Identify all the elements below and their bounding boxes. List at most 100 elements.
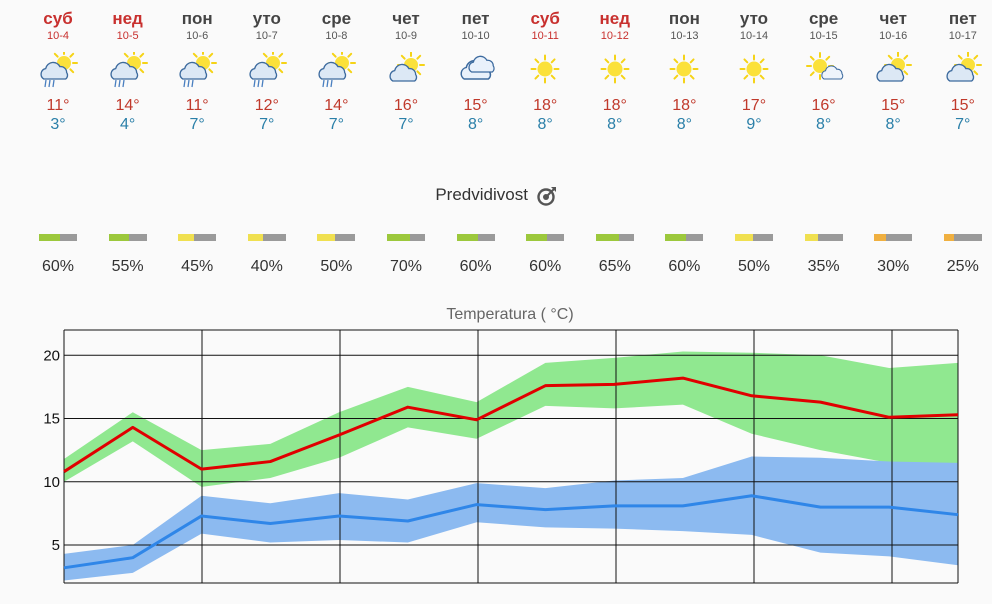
- partly-cloudy-rain-icon: [316, 49, 357, 88]
- predictability-value: 65%: [598, 258, 631, 275]
- day-column: нед 10-5 14° 4°: [93, 8, 163, 134]
- day-name: чет: [879, 9, 907, 28]
- min-temp: 4°: [119, 116, 136, 133]
- min-temp: 9°: [746, 116, 762, 133]
- max-temp: 11°: [46, 97, 70, 114]
- min-temp: 7°: [189, 116, 205, 133]
- predictability-bar: [874, 234, 913, 241]
- y-tick-label: 20: [43, 347, 60, 364]
- day-name: нед: [599, 9, 631, 28]
- day-date: 10-16: [879, 30, 908, 42]
- max-temp: 16°: [811, 97, 836, 114]
- day-column: чет 10-9 16° 7°: [371, 8, 441, 134]
- day-date: 10-11: [531, 30, 559, 42]
- series-line: [63, 376, 959, 473]
- predictability-bar: [108, 234, 147, 241]
- predictability-value: 55%: [111, 258, 144, 275]
- predictability-value: 60%: [459, 258, 492, 275]
- max-temp: 15°: [881, 97, 906, 114]
- min-temp: 8°: [885, 116, 901, 133]
- sun-icon: [595, 52, 635, 88]
- day-name: уто: [739, 9, 769, 28]
- day-name: уто: [252, 9, 281, 28]
- day-column: сре 10-15 16° 8°: [789, 8, 859, 134]
- max-temp: 17°: [741, 97, 767, 114]
- predictability-title: Predvidivost: [0, 185, 992, 206]
- max-temp: 18°: [602, 97, 627, 114]
- partly-cloudy-icon: [943, 51, 983, 88]
- y-tick-label: 15: [43, 411, 60, 428]
- min-temp: 3°: [50, 116, 66, 133]
- day-date: 10-13: [670, 30, 699, 42]
- min-temp: 7°: [955, 116, 971, 133]
- day-name: сре: [808, 9, 839, 28]
- max-temp: 12°: [254, 97, 279, 114]
- day-date: 10-17: [948, 30, 977, 42]
- sun-icon: [664, 52, 704, 88]
- day-name: сре: [321, 9, 352, 28]
- max-temp: 14°: [324, 97, 349, 114]
- max-temp: 16°: [393, 97, 419, 114]
- day-name: пон: [181, 9, 213, 28]
- max-temp: 18°: [672, 97, 697, 114]
- day-column: пет 10-10 15° 8°: [441, 8, 511, 134]
- min-temp: 8°: [607, 116, 623, 133]
- predictability-label: Predvidivost: [435, 185, 528, 204]
- predictability-value: 45%: [181, 258, 214, 275]
- min-temp: 8°: [467, 116, 484, 133]
- day-name: суб: [530, 9, 560, 28]
- predictability-value: 70%: [389, 258, 423, 275]
- day-date: 10-10: [461, 30, 490, 42]
- day-date: 10-9: [394, 30, 418, 42]
- predictability-value: 50%: [320, 258, 353, 275]
- sun-icon: [525, 52, 565, 88]
- predictability-bar: [39, 234, 77, 241]
- day-column: сре 10-8 14° 7°: [301, 8, 371, 134]
- predictability-value: 25%: [946, 258, 979, 275]
- range-band: [64, 351, 958, 487]
- partly-cloudy-icon: [386, 51, 426, 88]
- predictability-bar: [247, 234, 286, 241]
- predictability-bar: [943, 234, 982, 241]
- day-column: суб 10-4 11° 3°: [23, 8, 93, 134]
- day-date: 10-15: [809, 30, 838, 42]
- max-temp: 11°: [185, 97, 209, 114]
- day-date: 10-6: [186, 30, 209, 42]
- predictability-value: 30%: [877, 258, 910, 275]
- y-tick-label: 5: [52, 537, 60, 554]
- partly-cloudy-rain-icon: [177, 49, 218, 88]
- predictability-value: 35%: [807, 258, 840, 275]
- day-name: чет: [392, 9, 420, 28]
- day-column: пон 10-13 18° 8°: [649, 8, 719, 134]
- predictability-bar: [456, 234, 495, 241]
- day-column: уто 10-14 17° 9°: [719, 8, 789, 134]
- predictability-value: 60%: [668, 258, 701, 275]
- day-date: 10-12: [600, 30, 629, 42]
- target-icon: [536, 186, 557, 206]
- predictability-bar: [317, 234, 356, 241]
- min-temp: 8°: [537, 116, 553, 133]
- day-date: 10-8: [325, 30, 348, 42]
- predictability-value: 60%: [529, 258, 562, 275]
- partly-cloudy-rain-icon: [38, 49, 78, 88]
- predictability-bar: [735, 234, 773, 241]
- day-name: пет: [461, 9, 490, 28]
- min-temp: 7°: [259, 116, 275, 133]
- predictability-bar: [595, 234, 634, 241]
- predictability-bar: [804, 234, 843, 241]
- partly-cloudy-icon: [873, 51, 913, 88]
- day-column: чет 10-16 15° 8°: [858, 8, 928, 134]
- min-temp: 8°: [676, 116, 693, 133]
- cloudy-icon: [456, 52, 496, 88]
- day-column: пет 10-17 15° 7°: [928, 8, 992, 134]
- max-temp: 18°: [533, 97, 558, 114]
- min-temp: 7°: [398, 116, 414, 133]
- day-name: суб: [43, 9, 73, 28]
- series-line: [63, 494, 959, 570]
- predictability-bar: [387, 234, 425, 241]
- sun-icon: [734, 52, 774, 88]
- day-name: нед: [112, 9, 143, 28]
- range-band: [64, 456, 958, 581]
- max-temp: 14°: [115, 97, 140, 114]
- day-column: пон 10-6 11° 7°: [162, 8, 232, 134]
